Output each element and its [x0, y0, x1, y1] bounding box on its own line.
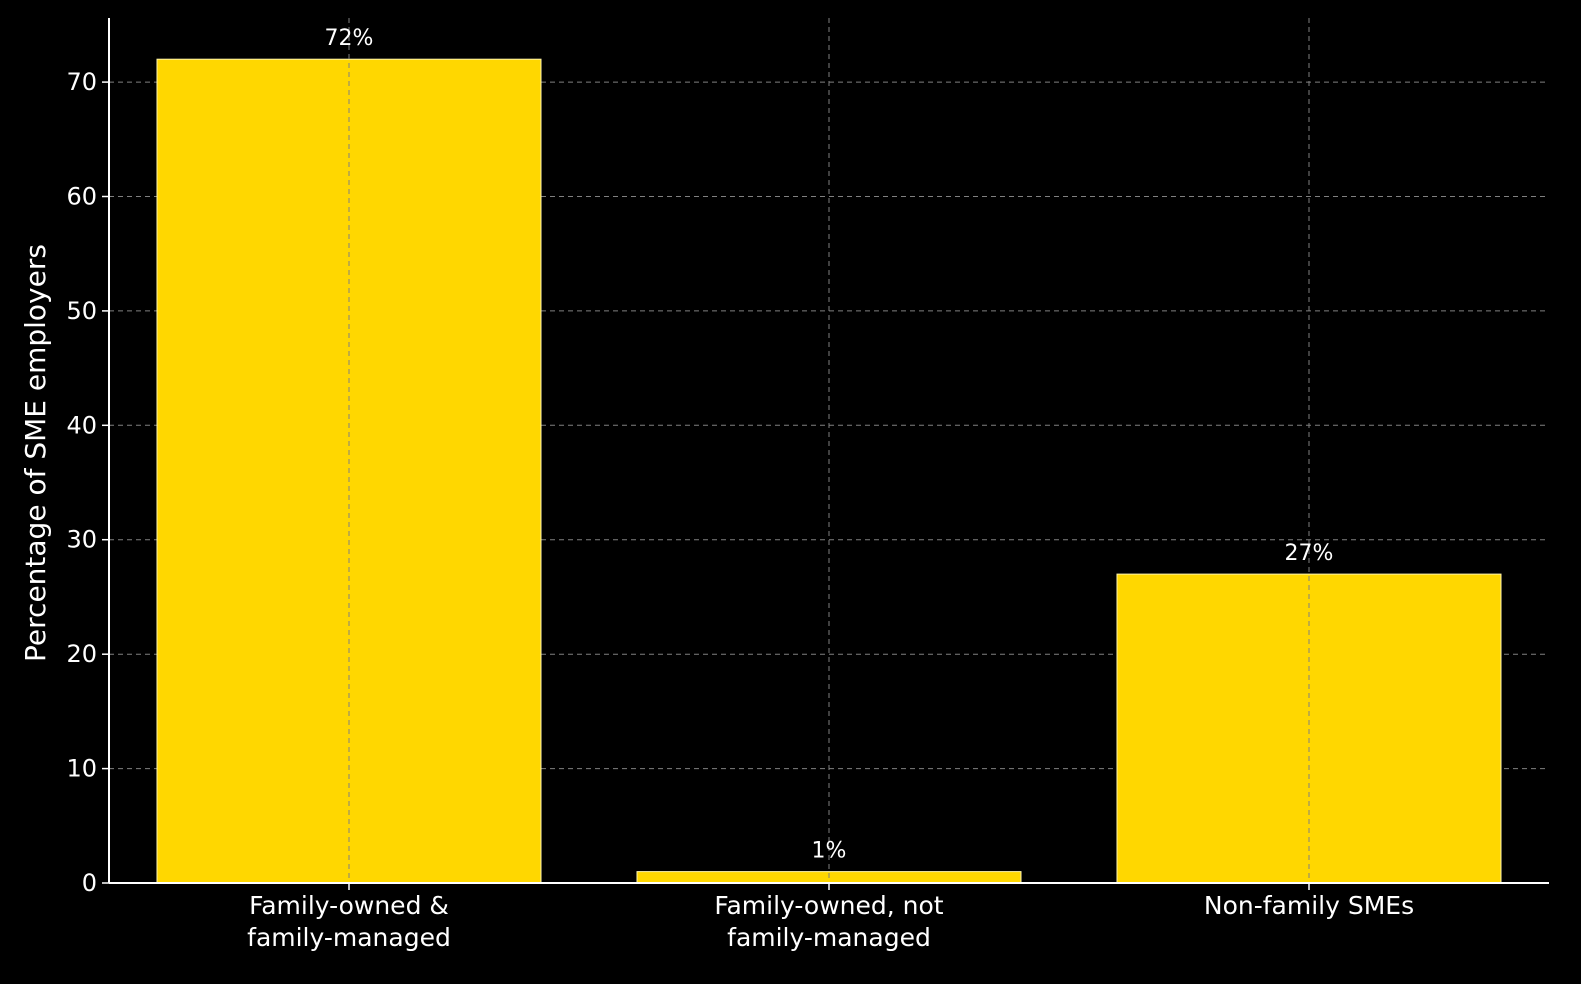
axes-layer	[102, 18, 1549, 890]
x-category-label-line: family-managed	[247, 923, 451, 952]
labels-layer: 0 10 20 30 40 50 60 70 Family-owned & family-mana…	[66, 26, 1414, 952]
y-tick-label: 0	[82, 869, 97, 897]
x-category-label: Family-owned & family-managed	[247, 891, 451, 952]
bar-value-label: 1%	[812, 839, 847, 864]
y-tick-label: 60	[66, 183, 97, 211]
x-category-label-line: Non-family SMEs	[1204, 891, 1414, 920]
y-tick-label: 10	[66, 755, 97, 783]
y-axis-label: Percentage of SME employers	[19, 244, 52, 662]
x-category-label-line: Family-owned &	[249, 891, 449, 920]
y-tick-label: 30	[66, 526, 97, 554]
y-tick-label: 70	[66, 68, 97, 96]
x-category-label-line: family-managed	[727, 923, 931, 952]
y-tick-label: 40	[66, 411, 97, 439]
bar-3	[1116, 573, 1502, 884]
x-category-label: Family-owned, not family-managed	[714, 891, 943, 952]
bar-value-label: 72%	[325, 26, 374, 51]
x-category-label: Non-family SMEs	[1204, 891, 1414, 920]
bar-value-label: 27%	[1285, 541, 1334, 566]
x-category-label-line: Family-owned, not	[714, 891, 943, 920]
y-tick-label: 50	[66, 297, 97, 325]
y-tick-label: 20	[66, 640, 97, 668]
